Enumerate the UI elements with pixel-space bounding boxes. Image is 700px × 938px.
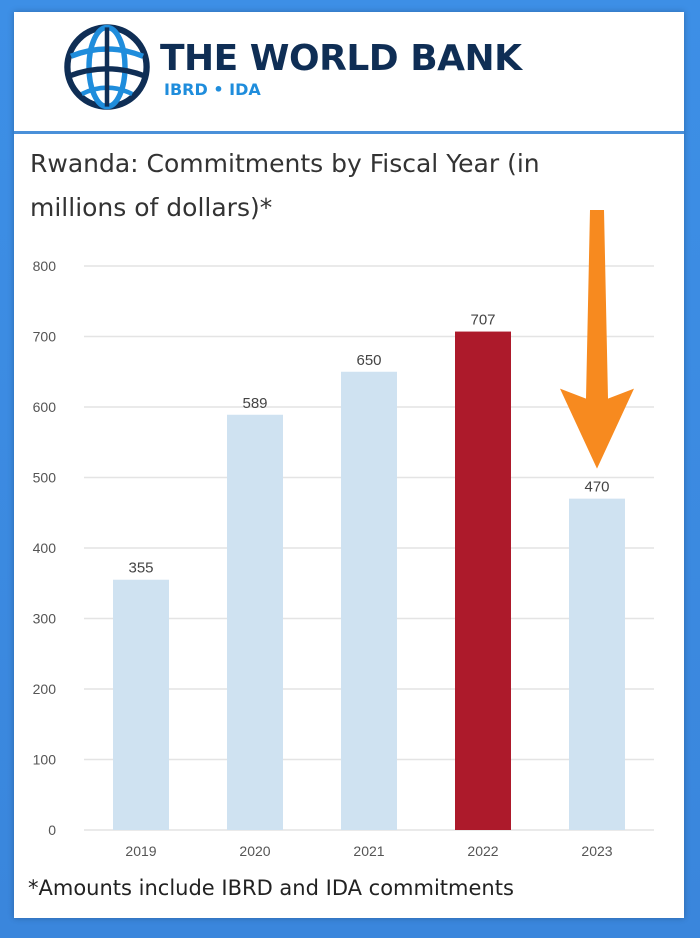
footnote: *Amounts include IBRD and IDA commitment…	[28, 876, 514, 900]
brand-subtitle: IBRD • IDA	[164, 80, 261, 99]
world-bank-globe-icon	[64, 24, 150, 110]
y-tick-label: 200	[33, 681, 57, 697]
x-tick-label-2022: 2022	[467, 843, 498, 859]
x-tick-label-2020: 2020	[239, 843, 270, 859]
header-divider	[14, 131, 684, 134]
y-tick-label: 700	[33, 329, 57, 345]
bars	[113, 331, 625, 830]
y-tick-label: 400	[33, 540, 57, 556]
data-label-2022: 707	[470, 312, 495, 329]
data-label-2020: 589	[242, 395, 267, 412]
annotation-arrow	[560, 210, 634, 469]
bar-2019	[113, 579, 169, 830]
x-axis-ticks: 2019 2020 2021 2022 2023	[125, 843, 612, 859]
chart-card: THE WORLD BANK IBRD • IDA Rwanda: Commit…	[14, 12, 684, 918]
chart-title: Rwanda: Commitments by Fiscal Year (in m…	[30, 149, 540, 222]
down-arrow-icon	[560, 210, 634, 469]
bar-2020	[227, 414, 283, 830]
y-tick-label: 600	[33, 399, 57, 415]
bar-2022	[455, 331, 511, 830]
y-tick-label: 0	[48, 822, 56, 838]
header: THE WORLD BANK IBRD • IDA	[14, 12, 684, 134]
y-axis-ticks: 0 100 200 300 400 500 600 700 800	[33, 258, 57, 838]
bar-2023	[569, 498, 625, 830]
data-label-2019: 355	[128, 560, 153, 577]
x-tick-label-2021: 2021	[353, 843, 384, 859]
data-label-2021: 650	[356, 352, 381, 369]
y-tick-label: 100	[33, 752, 57, 768]
y-tick-label: 500	[33, 470, 57, 486]
data-label-2023: 470	[584, 479, 609, 496]
bar-chart: 0 100 200 300 400 500 600 700 800 355 589 650 707 47…	[33, 210, 654, 859]
x-tick-label-2023: 2023	[581, 843, 612, 859]
x-tick-label-2019: 2019	[125, 843, 156, 859]
y-tick-label: 300	[33, 611, 57, 627]
data-labels: 355 589 650 707 470	[128, 312, 609, 577]
bar-2021	[341, 371, 397, 830]
y-tick-label: 800	[33, 258, 57, 274]
brand-name: THE WORLD BANK	[160, 38, 522, 79]
